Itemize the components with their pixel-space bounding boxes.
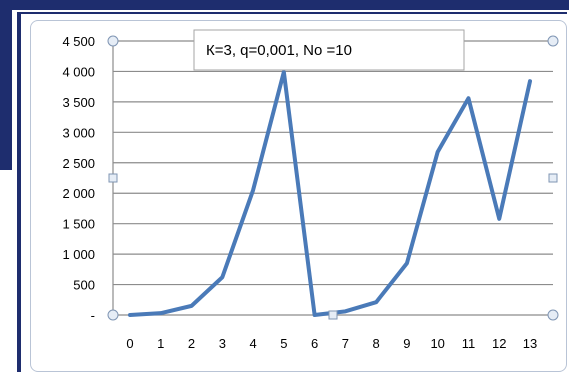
data-point[interactable]: [282, 70, 286, 74]
x-tick-label: 1: [157, 336, 164, 351]
data-point[interactable]: [313, 313, 317, 317]
chart-title: К=3, q=0,001, No =10: [206, 42, 352, 59]
window-left-border: [0, 0, 12, 170]
data-point[interactable]: [466, 96, 470, 100]
x-tick-label: 4: [249, 336, 256, 351]
x-tick-label: 8: [373, 336, 380, 351]
data-point[interactable]: [436, 150, 440, 154]
x-tick-label: 0: [126, 336, 133, 351]
data-point[interactable]: [405, 261, 409, 265]
side-resize-handle[interactable]: [548, 173, 558, 183]
corner-resize-handle[interactable]: [107, 35, 119, 47]
y-tick-label: 3 500: [62, 95, 95, 110]
y-tick-label: 2 500: [62, 156, 95, 171]
y-tick-label: 3 000: [62, 125, 95, 140]
x-axis-ticks: 0 1 2 3 4 5 6 7 8 9 10 11 12 13: [126, 336, 537, 351]
data-point[interactable]: [374, 300, 378, 304]
data-point[interactable]: [497, 217, 501, 221]
x-tick-label: 6: [311, 336, 318, 351]
x-tick-label: 13: [523, 336, 537, 351]
y-axis-ticks: - 500 1 000 1 500 2 000 2 500 3 000 3 500 4 000 4…: [62, 34, 95, 323]
corner-resize-handle[interactable]: [547, 309, 559, 321]
y-tick-label: 1 500: [62, 217, 95, 232]
window-gap: [12, 10, 17, 170]
x-tick-label: 3: [219, 336, 226, 351]
data-point[interactable]: [159, 311, 163, 315]
x-tick-label: 2: [188, 336, 195, 351]
y-tick-label: 4 500: [62, 34, 95, 49]
data-point[interactable]: [251, 188, 255, 192]
window-top-border: [0, 0, 569, 10]
data-point[interactable]: [128, 313, 132, 317]
side-resize-handle[interactable]: [108, 173, 118, 183]
data-point[interactable]: [220, 275, 224, 279]
data-point[interactable]: [528, 79, 532, 83]
x-tick-label: 5: [280, 336, 287, 351]
x-tick-label: 10: [430, 336, 444, 351]
gridlines: [112, 40, 553, 316]
y-tick-label: 500: [73, 278, 95, 293]
x-tick-label: 12: [492, 336, 506, 351]
data-point[interactable]: [190, 304, 194, 308]
chart-title-box[interactable]: К=3, q=0,001, No =10: [193, 29, 465, 71]
y-tick-label: 1 000: [62, 247, 95, 262]
x-tick-label: 9: [403, 336, 410, 351]
corner-resize-handle[interactable]: [547, 35, 559, 47]
y-tick-label: 4 000: [62, 64, 95, 79]
y-tick-label: 2 000: [62, 186, 95, 201]
x-tick-label: 11: [462, 336, 476, 351]
side-resize-handle[interactable]: [328, 310, 338, 320]
corner-resize-handle[interactable]: [107, 309, 119, 321]
data-point[interactable]: [343, 309, 347, 313]
x-tick-label: 7: [342, 336, 349, 351]
y-tick-label: -: [91, 308, 95, 323]
